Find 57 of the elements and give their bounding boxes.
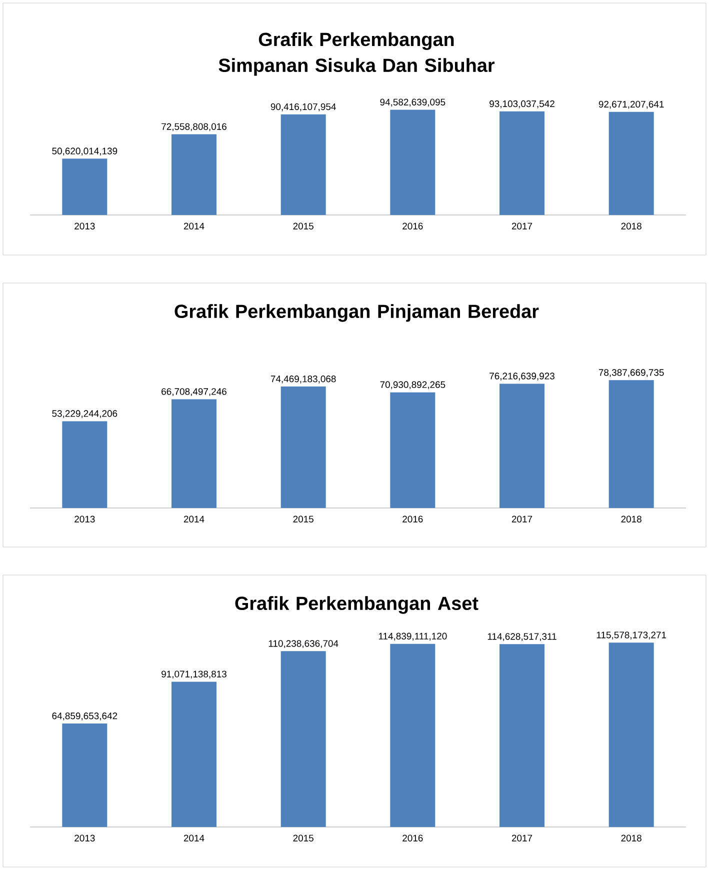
data-label: 50,620,014,139 bbox=[52, 148, 118, 156]
chart-title: Grafik Perkembangan Aset bbox=[235, 596, 478, 614]
bar bbox=[500, 111, 544, 215]
x-tick-label: 2015 bbox=[293, 834, 314, 842]
bar bbox=[500, 384, 544, 508]
chart-title: Grafik Perkembangan Pinjaman Beredar bbox=[174, 304, 539, 322]
bar bbox=[280, 651, 326, 827]
bar bbox=[608, 112, 654, 215]
bar bbox=[172, 134, 216, 215]
x-tick-label: 2017 bbox=[512, 222, 532, 230]
data-label: 76,216,639,923 bbox=[490, 372, 554, 381]
bar bbox=[172, 399, 216, 508]
x-tick-label: 2017 bbox=[512, 516, 532, 522]
x-tick-label: 2013 bbox=[74, 222, 95, 230]
bar bbox=[390, 392, 436, 508]
x-tick-label: 2018 bbox=[621, 834, 642, 842]
data-label: 74,469,183,068 bbox=[270, 376, 336, 384]
x-tick-label: 2016 bbox=[402, 516, 423, 522]
data-label: 70,930,892,265 bbox=[380, 381, 446, 390]
x-tick-label: 2013 bbox=[74, 834, 95, 842]
x-tick-label: 2018 bbox=[621, 222, 642, 230]
bar bbox=[608, 642, 654, 827]
x-tick-label: 2014 bbox=[184, 222, 204, 230]
data-label: 114,628,517,311 bbox=[488, 633, 556, 641]
data-label: 53,229,244,206 bbox=[52, 410, 118, 418]
x-tick-label: 2015 bbox=[293, 222, 314, 230]
bar bbox=[500, 644, 544, 827]
chart-title: Grafik Perkembangan Simpanan Sisuka Dan Sibuhar bbox=[218, 32, 495, 76]
bar bbox=[62, 421, 108, 508]
bar bbox=[390, 110, 436, 215]
x-tick-label: 2016 bbox=[402, 834, 423, 842]
data-label: 66,708,497,246 bbox=[162, 388, 226, 396]
data-label: 90,416,107,954 bbox=[270, 103, 336, 112]
bar bbox=[62, 158, 108, 215]
data-label: 92,671,207,641 bbox=[598, 100, 664, 109]
data-label: 93,103,037,542 bbox=[490, 100, 554, 108]
x-tick-label: 2016 bbox=[402, 222, 423, 230]
x-tick-label: 2014 bbox=[184, 834, 204, 842]
bar bbox=[608, 380, 654, 508]
data-label: 115,578,173,271 bbox=[596, 632, 666, 640]
data-label: 72,558,808,016 bbox=[162, 123, 226, 132]
data-label: 64,859,653,642 bbox=[52, 712, 118, 720]
data-label: 110,238,636,704 bbox=[268, 640, 338, 648]
x-tick-label: 2014 bbox=[184, 516, 204, 522]
data-label: 114,839,111,120 bbox=[378, 632, 447, 641]
data-label: 78,387,669,735 bbox=[598, 369, 664, 377]
bar bbox=[172, 682, 216, 827]
bar bbox=[280, 114, 326, 215]
x-tick-label: 2015 bbox=[293, 516, 314, 522]
data-label: 94,582,639,095 bbox=[380, 98, 446, 107]
data-label: 91,071,138,813 bbox=[162, 670, 226, 679]
bar bbox=[390, 644, 436, 827]
x-tick-label: 2017 bbox=[512, 834, 532, 842]
bar bbox=[280, 386, 326, 508]
x-tick-label: 2018 bbox=[621, 516, 642, 522]
x-tick-label: 2013 bbox=[74, 516, 95, 522]
bar bbox=[62, 724, 108, 827]
